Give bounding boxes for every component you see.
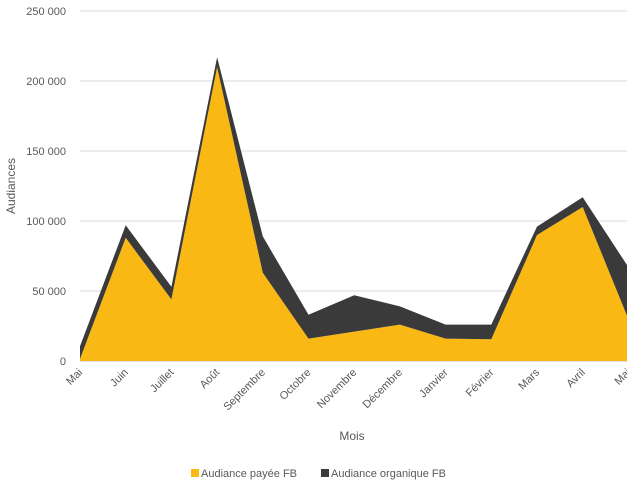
x-tick-label: Mars bbox=[516, 366, 542, 392]
legend-label: Audiance payée FB bbox=[201, 468, 297, 480]
y-tick-label: 250 000 bbox=[26, 6, 66, 18]
x-tick-label: Juillet bbox=[148, 367, 176, 395]
x-tick-label: Mai bbox=[612, 367, 627, 388]
x-tick-label: Mai bbox=[64, 367, 85, 388]
legend-swatch bbox=[191, 469, 199, 477]
x-tick-label: Octobre bbox=[277, 367, 313, 403]
y-axis-ticks: 0 50 000 100 000 150 000 200 000 250 000 bbox=[26, 6, 66, 368]
legend: Audiance payée FB Audiance organique FB bbox=[191, 468, 446, 480]
y-tick-label: 200 000 bbox=[26, 76, 66, 88]
x-tick-label: Avril bbox=[564, 367, 587, 390]
x-tick-label: Juin bbox=[108, 367, 131, 390]
area-series-2 bbox=[80, 57, 627, 359]
x-tick-label: Janvier bbox=[417, 366, 451, 400]
legend-label: Audiance organique FB bbox=[331, 468, 446, 480]
x-tick-label: Novembre bbox=[315, 367, 359, 411]
x-tick-label: Septembre bbox=[221, 367, 268, 414]
area-series bbox=[80, 57, 627, 361]
x-tick-label: Février bbox=[464, 366, 497, 399]
y-tick-label: 150 000 bbox=[26, 146, 66, 158]
area-series-1 bbox=[80, 67, 627, 361]
y-tick-label: 50 000 bbox=[32, 286, 66, 298]
y-axis-title: Audiances bbox=[4, 158, 18, 214]
x-axis-title: Mois bbox=[339, 429, 364, 443]
x-tick-label: Août bbox=[198, 367, 222, 391]
y-tick-label: 0 bbox=[60, 356, 66, 368]
x-tick-label: Décembre bbox=[361, 367, 405, 411]
legend-swatch bbox=[321, 469, 329, 477]
x-axis-ticks: Mai Juin Juillet Août Septembre Octobre Novemb… bbox=[64, 366, 627, 413]
y-tick-label: 100 000 bbox=[26, 216, 66, 228]
